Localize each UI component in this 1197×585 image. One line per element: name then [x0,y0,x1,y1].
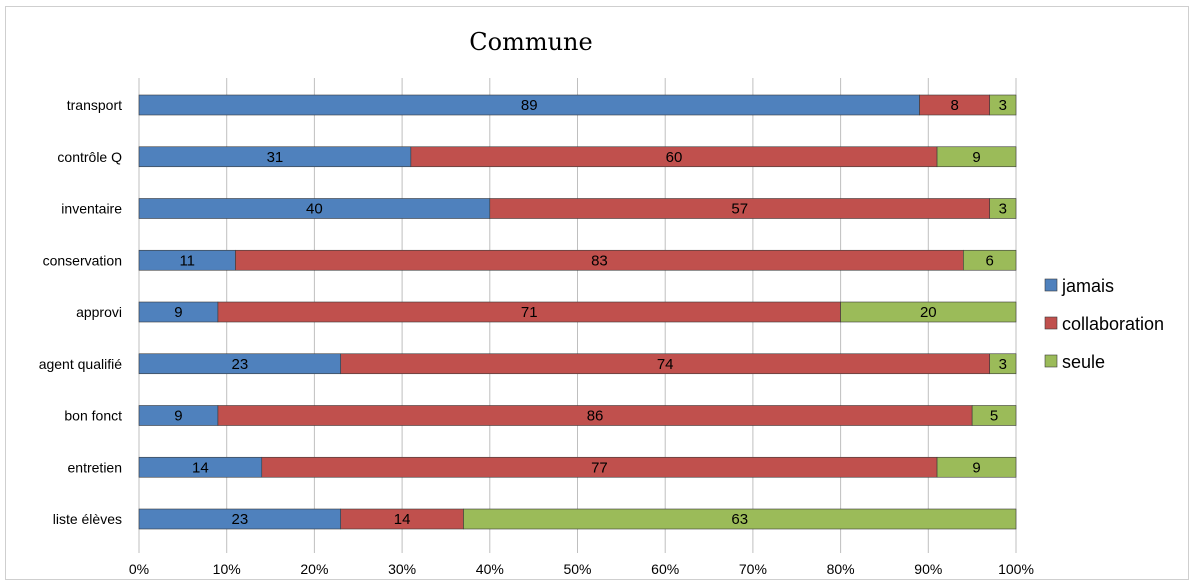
x-tick-label: 100% [998,561,1034,577]
data-label: 6 [986,252,994,269]
bar-segment [963,249,1017,271]
data-label: 5 [990,408,998,425]
category-label: transport [67,97,122,113]
data-label: 71 [521,304,538,321]
x-tick-label: 60% [651,561,679,577]
bar-segment [936,456,1017,478]
data-label: 63 [731,511,748,528]
category-label: contrôle Q [57,149,122,165]
data-label: 3 [999,201,1007,218]
bar-segment [989,353,1017,375]
data-label: 23 [232,511,249,528]
x-tick-label: 90% [914,561,942,577]
x-tick-label: 20% [300,561,328,577]
data-label: 9 [972,149,980,166]
data-label: 40 [306,201,323,218]
category-label: inventaire [61,201,122,217]
data-label: 83 [591,252,608,269]
category-labels: transport contrôle Q inventaire conservatio… [39,97,123,527]
legend-label: collaboration [1062,314,1164,334]
x-tick-label: 70% [739,561,767,577]
data-label: 31 [267,149,284,166]
legend-swatch [1044,354,1058,368]
bar-segment [971,405,1017,426]
data-label: 20 [920,304,937,321]
category-label: liste élèves [53,511,122,527]
legend-swatch [1044,278,1058,292]
data-label: 14 [394,511,411,528]
x-tick-label: 50% [563,561,591,577]
category-label: bon fonct [64,408,122,424]
x-tick-label: 10% [213,561,241,577]
category-label: entretien [68,459,122,475]
x-tick-label: 30% [388,561,416,577]
bar-segment [840,301,1017,323]
bar-segment [989,198,1017,219]
legend: jamais collaboration seule [1044,276,1164,372]
data-label: 8 [950,97,958,114]
data-label: 3 [999,356,1007,373]
data-label: 9 [972,459,980,476]
x-tick-label: 80% [827,561,855,577]
data-label: 74 [657,356,674,373]
data-label: 89 [521,97,538,114]
bar-segment [936,146,1017,168]
data-label: 77 [591,459,608,476]
x-tick-label: 0% [129,561,149,577]
data-label: 11 [179,252,195,269]
bar-segment [989,94,1017,116]
data-label: 86 [587,408,604,425]
data-label: 23 [232,356,249,373]
bar-segment [463,508,1017,530]
category-label: approvi [76,304,122,320]
data-label: 9 [174,304,182,321]
data-label: 60 [666,149,683,166]
x-tick-label: 40% [476,561,504,577]
legend-label: seule [1062,352,1105,372]
legend-label: jamais [1061,276,1114,296]
category-label: agent qualifié [39,356,123,372]
data-label: 9 [174,408,182,425]
legend-swatch [1044,316,1058,330]
data-label: 57 [731,201,748,218]
chart-title: Commune [469,28,592,56]
category-label: conservation [43,252,122,268]
data-label: 3 [999,97,1007,114]
x-tick-labels: 0% 10% 20% 30% 40% 50% 60% 70% 80% 90% 100% [129,561,1034,577]
data-label: 14 [192,459,209,476]
